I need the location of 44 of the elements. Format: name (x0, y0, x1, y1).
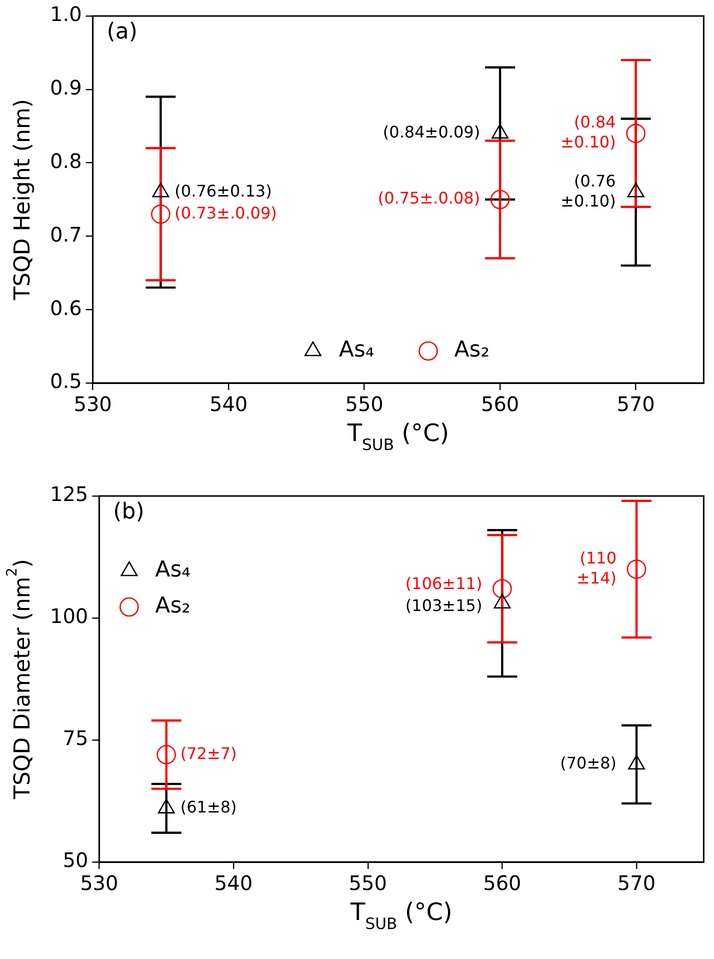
point (628, 754, 645, 770)
x-tick-label: 540 (214, 871, 253, 896)
y-tick-label: 0.5 (50, 369, 82, 394)
x-tick-label: 560 (483, 871, 522, 896)
legend-label: As₄ (338, 338, 374, 363)
y-tick-label: 0.7 (50, 222, 82, 246)
y-tick-label: 0.6 (50, 296, 82, 320)
x-tick-label: 540 (209, 392, 248, 416)
x-tick-label: 530 (74, 392, 112, 416)
data-label: (0.75±.0.08) (378, 188, 480, 208)
legend-label: As₂ (454, 338, 490, 363)
point (626, 560, 646, 579)
x-tick-label: 570 (616, 392, 655, 416)
y-tick-label: 50 (62, 848, 88, 872)
data-label: (72±7) (180, 744, 237, 763)
x-tick-label: 560 (480, 392, 520, 416)
y-tick-label: 1.0 (50, 2, 82, 26)
y-axis-title: TSQD Diameter (nm2) (4, 558, 36, 800)
x-tick-label: 530 (80, 871, 118, 896)
annotation: (a) (106, 20, 138, 45)
y-axis-title: TSQD Height (nm) (10, 99, 36, 301)
point (492, 579, 512, 598)
annotation: (b) (113, 500, 144, 525)
data-label: (0.76 ±0.10) (560, 171, 616, 210)
legend-label: As₄ (155, 558, 191, 583)
x-tick-label: 550 (348, 871, 387, 896)
data-label: (110 ±14) (576, 548, 617, 588)
x-tick-label: 570 (617, 871, 656, 896)
legend-label: As₂ (155, 594, 191, 619)
y-tick-label: 0.9 (50, 76, 82, 100)
y-tick-label: 75 (62, 726, 88, 750)
data-label: (0.76±0.13) (174, 181, 272, 200)
y-tick-label: 0.8 (50, 149, 82, 174)
y-tick-label: 100 (50, 604, 88, 628)
data-label: (0.84 ±0.10) (560, 112, 616, 152)
data-label: (0.84±0.09) (382, 122, 480, 142)
x-tick-label: 550 (345, 392, 384, 416)
y-tick-label: 125 (50, 482, 88, 506)
data-label: (103±15) (405, 596, 482, 616)
data-label: (106±11) (405, 574, 482, 594)
point (158, 798, 175, 814)
data-label: (0.73±.0.09) (174, 203, 277, 222)
data-label: (70±8) (560, 754, 617, 773)
data-label: (61±8) (180, 797, 237, 816)
